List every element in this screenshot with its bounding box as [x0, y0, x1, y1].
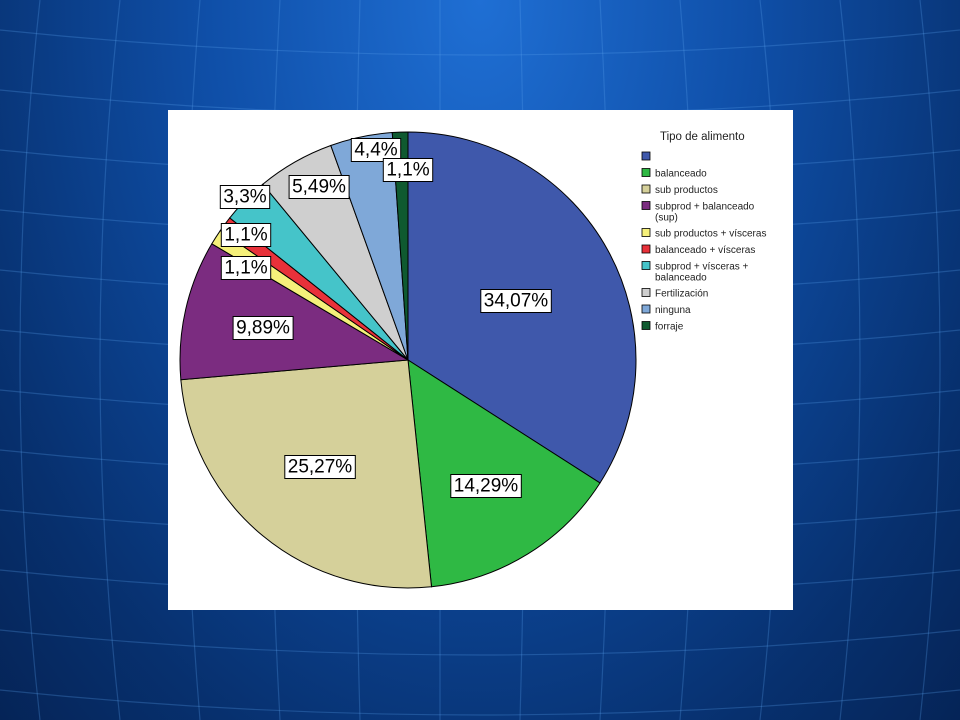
legend-entry-3: sub productos [655, 185, 718, 196]
legend-entry-9: ninguna [655, 305, 691, 316]
slice-label-box [382, 158, 434, 182]
slice-label-box [350, 138, 402, 162]
legend-entry-5: sub productos + vísceras [655, 229, 766, 240]
slice-label-box [219, 185, 271, 209]
slice-label-9: 4,4% [350, 138, 402, 162]
slice-label-8: 5,49% [288, 175, 350, 199]
legend-title: Tipo de alimento [660, 131, 745, 143]
slice-label-text: 1,1% [386, 160, 429, 181]
legend-swatch-7 [641, 261, 651, 270]
slice-label-box [450, 474, 522, 498]
legend-swatch-3 [641, 184, 651, 194]
legend-entry-4: subprod + balanceado (sup) [655, 202, 755, 224]
slice-label-box [480, 289, 552, 313]
slice-label-box [232, 316, 294, 340]
chart-panel: 34,07% 14,29% 25,27% 9,89% 1,1% 1,1% 3,3% 5,49%… [168, 110, 793, 610]
pie-slice-10 [391, 131, 409, 361]
legend-swatch-10 [641, 321, 651, 330]
slice-label-1: 34,07% [480, 289, 552, 313]
slice-label-5: 1,1% [220, 256, 272, 280]
legend-swatch-9 [641, 304, 651, 314]
slice-label-7: 3,3% [219, 185, 271, 209]
slice-label-3: 25,27% [284, 455, 356, 479]
slice-label-text: 14,29% [454, 476, 519, 497]
legend-entry-8: Fertilización [655, 289, 708, 300]
legend-entry-2: balanceado [655, 169, 707, 180]
pie-chart: 34,07% 14,29% 25,27% 9,89% 1,1% 1,1% 3,3% 5,49%… [179, 131, 766, 589]
slice-label-text: 25,27% [288, 457, 353, 478]
legend-swatch-4 [641, 201, 651, 210]
slice-label-text: 4,4% [354, 140, 397, 161]
legend-entry-6: balanceado + vísceras [655, 245, 755, 256]
slice-label-text: 34,07% [484, 291, 549, 312]
slice-label-box [220, 223, 272, 247]
slice-label-box [284, 455, 356, 479]
legend-entry-7: subprod + vísceras + balanceado [655, 262, 749, 284]
legend-swatch-8 [641, 288, 651, 297]
legend-swatch-5 [641, 228, 651, 237]
slice-label-box [288, 175, 350, 199]
legend-entry-10: forraje [655, 322, 684, 333]
legend-swatch-6 [641, 244, 651, 254]
legend-swatch-2 [641, 168, 651, 177]
slice-label-6: 1,1% [220, 223, 272, 247]
slice-label-10: 1,1% [382, 158, 434, 182]
slice-label-text: 3,3% [223, 187, 266, 208]
slice-label-text: 1,1% [224, 225, 267, 246]
slice-label-box [220, 256, 272, 280]
slice-label-4: 9,89% [232, 316, 294, 340]
slice-label-2: 14,29% [450, 474, 522, 498]
slice-label-text: 5,49% [292, 177, 346, 198]
slice-label-text: 9,89% [236, 318, 290, 339]
slice-label-text: 1,1% [224, 258, 267, 279]
pie-slice-2 [407, 359, 601, 588]
legend-swatch-1 [641, 151, 651, 161]
